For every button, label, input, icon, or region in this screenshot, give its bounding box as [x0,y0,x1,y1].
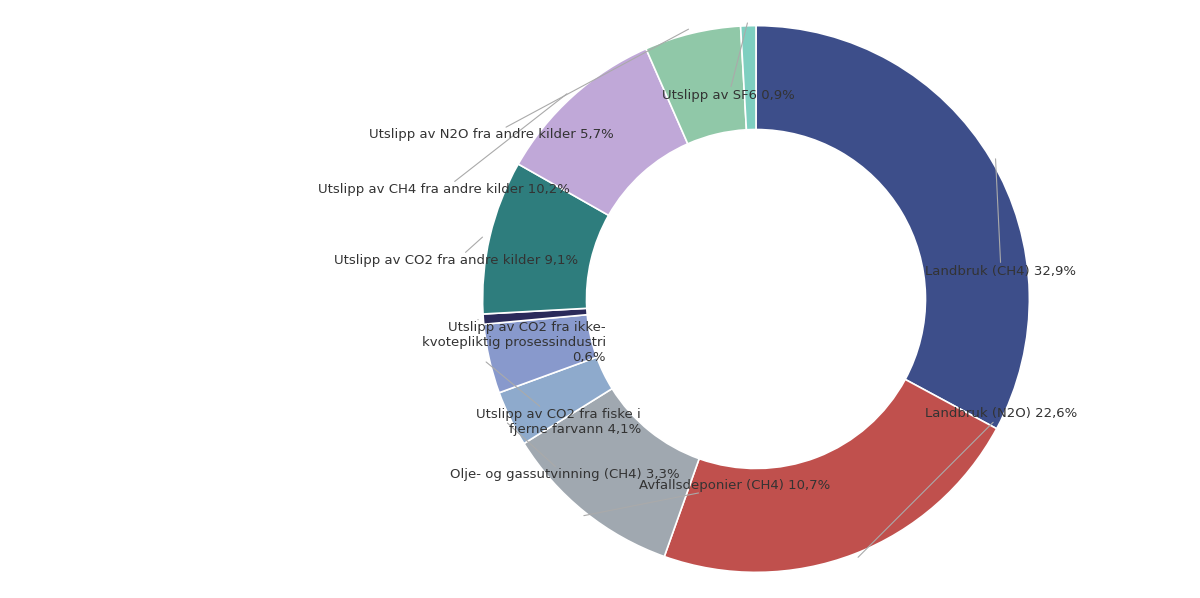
Wedge shape [499,357,612,444]
Wedge shape [484,315,596,393]
Wedge shape [756,26,1030,429]
Text: Utslipp av N2O fra andre kilder 5,7%: Utslipp av N2O fra andre kilder 5,7% [370,29,689,142]
Wedge shape [482,164,608,314]
Wedge shape [646,26,746,144]
Text: Olje- og gassutvinning (CH4) 3,3%: Olje- og gassutvinning (CH4) 3,3% [450,423,679,481]
Text: Avfallsdeponier (CH4) 10,7%: Avfallsdeponier (CH4) 10,7% [584,480,829,515]
Text: Utslipp av CO2 fra ikke-
kvotepliktig prosessindustri
0,6%: Utslipp av CO2 fra ikke- kvotepliktig pr… [421,319,606,364]
Text: Utslipp av SF6 0,9%: Utslipp av SF6 0,9% [662,23,796,102]
Wedge shape [524,389,700,557]
Wedge shape [484,309,587,324]
Text: Utslipp av CH4 fra andre kilder 10,2%: Utslipp av CH4 fra andre kilder 10,2% [318,94,570,196]
Text: Utslipp av CO2 fra fiske i
fjerne farvann 4,1%: Utslipp av CO2 fra fiske i fjerne farvan… [476,362,641,436]
Wedge shape [518,49,688,215]
Text: Landbruk (CH4) 32,9%: Landbruk (CH4) 32,9% [925,159,1076,278]
Text: Landbruk (N2O) 22,6%: Landbruk (N2O) 22,6% [858,407,1078,557]
Text: Utslipp av CO2 fra andre kilder 9,1%: Utslipp av CO2 fra andre kilder 9,1% [334,237,578,267]
Wedge shape [665,379,997,572]
Wedge shape [740,26,756,130]
